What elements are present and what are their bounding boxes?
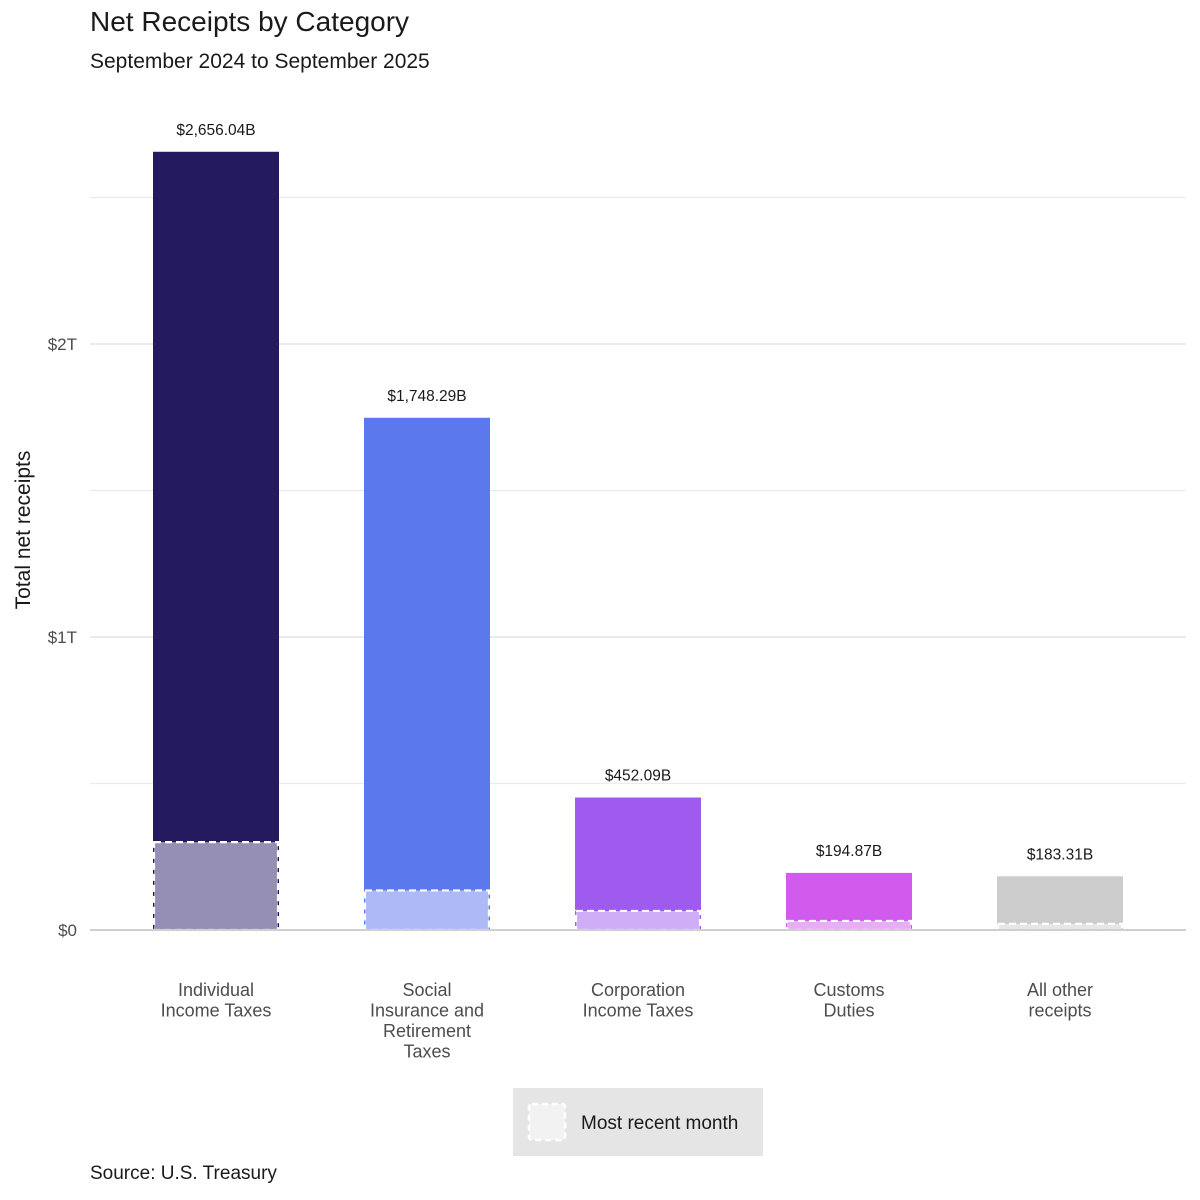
bar-total-2 [575, 797, 701, 930]
legend-key-most-recent-month [527, 1102, 567, 1142]
x-category-label-line: Social [402, 980, 451, 1000]
x-category-label-line: Insurance and [370, 1001, 484, 1021]
x-category-label-line: Income Taxes [161, 1001, 272, 1021]
x-category-label-line: Retirement [383, 1021, 471, 1041]
y-axis-ticks: $0 $1T $2T [48, 335, 77, 940]
bars: $2,656.04B $1,748.29B $452.09B $194.87B $183… [152, 122, 1124, 932]
bar-total-4 [997, 876, 1123, 930]
bar-most-recent-month-3 [785, 919, 913, 932]
x-category-label-2: Corporation Income Taxes [583, 980, 694, 1021]
x-category-label-3: Customs Duties [813, 980, 884, 1021]
y-axis-label: Total net receipts [12, 451, 35, 610]
x-category-label-line: Customs [813, 980, 884, 1000]
bar-total-1 [364, 417, 490, 930]
x-category-label-line: Taxes [403, 1042, 450, 1062]
x-category-label-line: Individual [178, 980, 254, 1000]
source-caption: Source: U.S. Treasury [90, 1163, 277, 1184]
x-category-label-line: Income Taxes [583, 1001, 694, 1021]
legend: Most recent month [513, 1088, 763, 1156]
bar-most-recent-month-2 [574, 909, 702, 932]
chart-subtitle: September 2024 to September 2025 [90, 50, 430, 73]
x-category-label-1: Social Insurance and Retirement Taxes [370, 980, 484, 1062]
x-category-label-0: Individual Income Taxes [161, 980, 272, 1021]
x-category-label-line: Corporation [591, 980, 685, 1000]
bar-total-0 [153, 151, 279, 930]
bar-most-recent-month-0 [152, 840, 280, 932]
y-tick-label-2: $2T [48, 335, 77, 354]
bar-value-label-4: $183.31B [1027, 846, 1093, 863]
bar-value-label-3: $194.87B [816, 843, 882, 860]
x-category-label-line: All other [1027, 980, 1093, 1000]
bar-most-recent-month-1 [363, 889, 491, 932]
x-category-label-line: Duties [823, 1001, 874, 1021]
chart-title: Net Receipts by Category [90, 6, 410, 37]
bar-value-label-1: $1,748.29B [387, 388, 466, 405]
bar-value-label-2: $452.09B [605, 768, 671, 785]
legend-label-most-recent-month: Most recent month [581, 1113, 738, 1134]
x-category-label-4: All other receipts [1027, 980, 1093, 1021]
bar-value-label-0: $2,656.04B [176, 122, 255, 139]
y-tick-label-0: $0 [58, 921, 77, 940]
x-category-label-line: receipts [1028, 1001, 1091, 1021]
y-tick-label-1: $1T [48, 628, 77, 647]
